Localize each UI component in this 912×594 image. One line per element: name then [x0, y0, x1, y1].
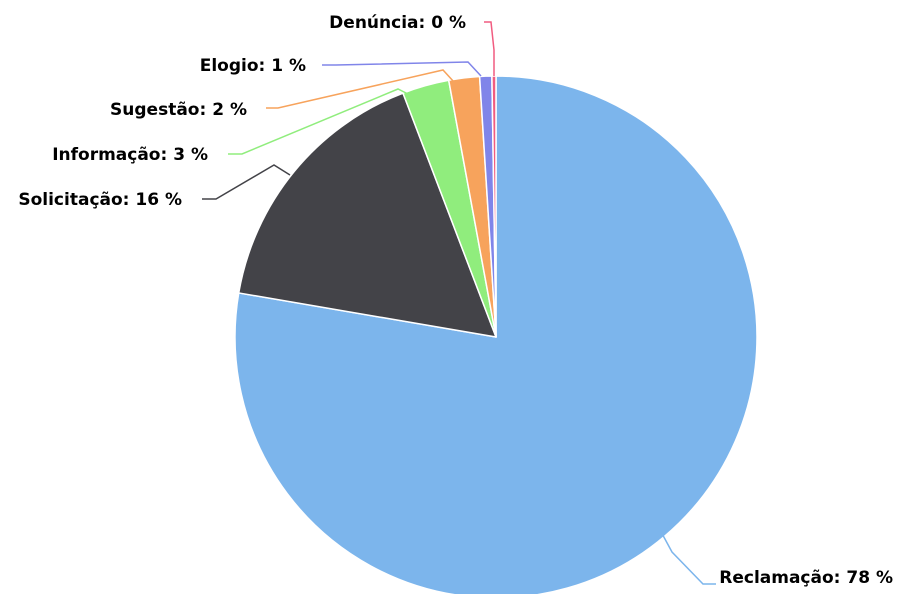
label-connectors: [202, 21, 716, 585]
connector-sugestao: [266, 69, 455, 109]
connector-solicitacao: [202, 164, 291, 200]
data-label-informacao: Informação: 3 %: [52, 145, 208, 165]
connector-elogio: [322, 61, 482, 77]
connector-reclamacao: [658, 527, 716, 585]
data-label-elogio: Elogio: 1 %: [200, 56, 306, 76]
data-label-denuncia: Denúncia: 0 %: [329, 13, 466, 33]
data-label-solicitacao: Solicitação: 16 %: [18, 190, 182, 210]
pie-slice-denuncia[interactable]: [491, 75, 497, 338]
pie-slice-solicitacao[interactable]: [238, 92, 497, 338]
connector-denuncia: [484, 21, 495, 76]
data-label-reclamacao: Reclamação: 78 %: [719, 568, 893, 588]
connector-informacao: [228, 88, 413, 155]
pie-slices: [234, 75, 758, 594]
data-label-sugestao: Sugestão: 2 %: [110, 100, 247, 120]
slice-labels: Reclamação: 78 % Solicitação: 16 % Informa…: [18, 13, 893, 588]
